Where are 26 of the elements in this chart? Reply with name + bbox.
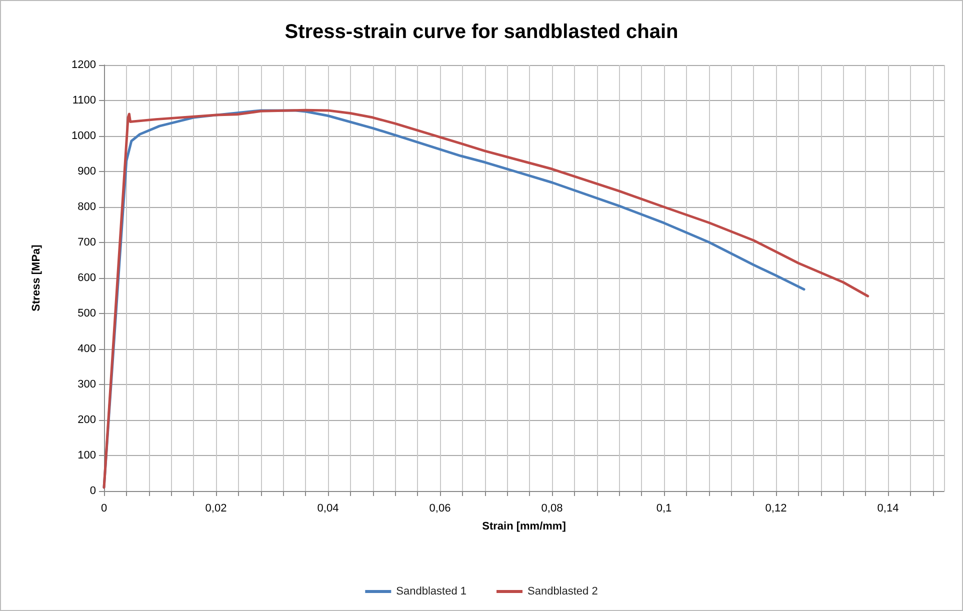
x-tick-label: 0,12 xyxy=(765,502,787,514)
x-tick-label: 0 xyxy=(100,502,108,514)
y-tick-label: 500 xyxy=(78,308,96,320)
chart-title: Stress-strain curve for sandblasted chain xyxy=(284,21,678,43)
y-tick-label: 900 xyxy=(78,166,96,178)
y-tick-label: 0 xyxy=(90,485,96,497)
y-tick-label: 300 xyxy=(78,378,96,390)
x-axis-title: Strain [mm/mm] xyxy=(482,520,566,532)
y-tick-label: 1000 xyxy=(72,130,96,142)
x-tick-label: 0,08 xyxy=(541,502,563,514)
legend-label: Sandblasted 1 xyxy=(396,586,467,598)
x-tick-label: 0,02 xyxy=(205,502,227,514)
y-tick-label: 1200 xyxy=(72,59,96,71)
y-tick-label: 1100 xyxy=(72,94,96,106)
y-tick-label: 100 xyxy=(78,450,96,462)
y-axis-title: Stress [MPa] xyxy=(30,244,42,312)
y-tick-label: 400 xyxy=(78,343,96,355)
y-tick-label: 600 xyxy=(78,272,96,284)
legend-label: Sandblasted 2 xyxy=(528,586,598,598)
x-tick-label: 0,06 xyxy=(429,502,451,514)
y-tick-label: 800 xyxy=(78,201,96,213)
x-tick-label: 0,14 xyxy=(877,502,899,514)
x-tick-label: 0,1 xyxy=(656,502,672,514)
x-tick-label: 0,04 xyxy=(317,502,339,514)
y-tick-label: 200 xyxy=(78,414,96,426)
y-tick-label: 700 xyxy=(78,236,96,248)
